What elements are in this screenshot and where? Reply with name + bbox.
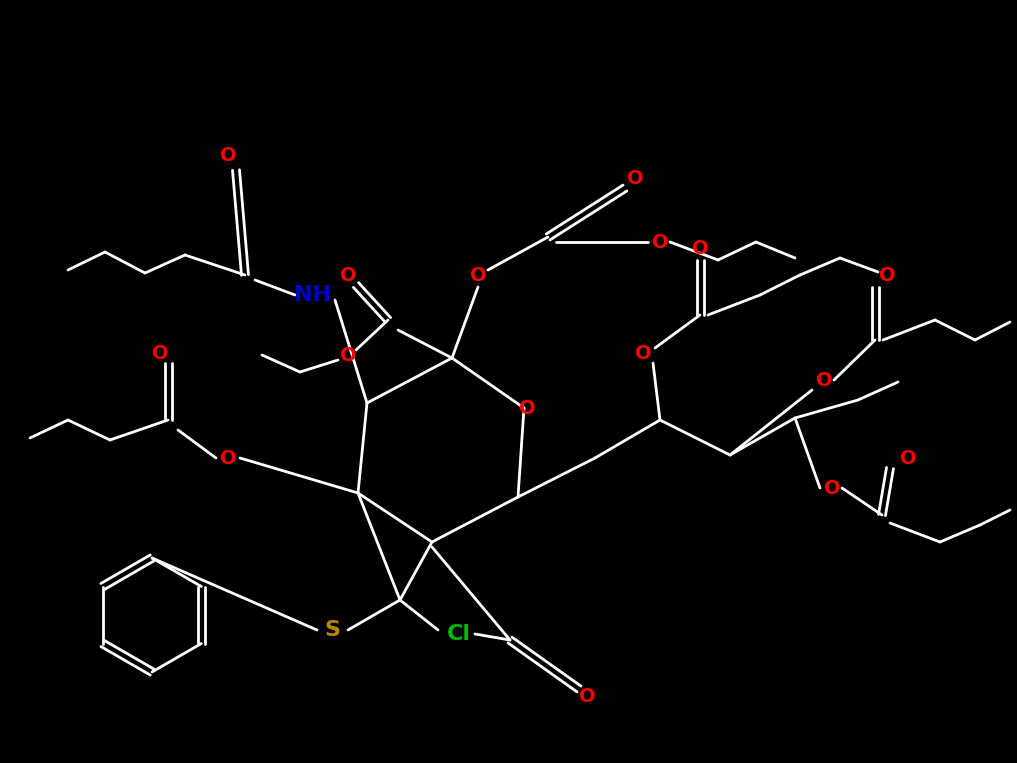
Text: O: O [152,343,168,362]
Text: O: O [519,398,535,417]
Text: O: O [626,169,644,188]
Text: O: O [340,346,356,365]
Text: O: O [470,266,486,285]
Text: NH: NH [295,285,332,305]
Text: O: O [340,266,356,285]
Text: O: O [879,266,895,285]
Text: O: O [692,239,708,257]
Text: O: O [652,233,668,252]
Text: O: O [824,478,840,497]
Text: O: O [816,371,832,389]
Text: O: O [635,343,651,362]
Text: O: O [579,687,595,707]
Text: S: S [324,620,340,640]
Text: Cl: Cl [447,624,471,644]
Text: O: O [220,146,236,165]
Text: O: O [220,449,236,468]
Text: O: O [900,449,916,468]
